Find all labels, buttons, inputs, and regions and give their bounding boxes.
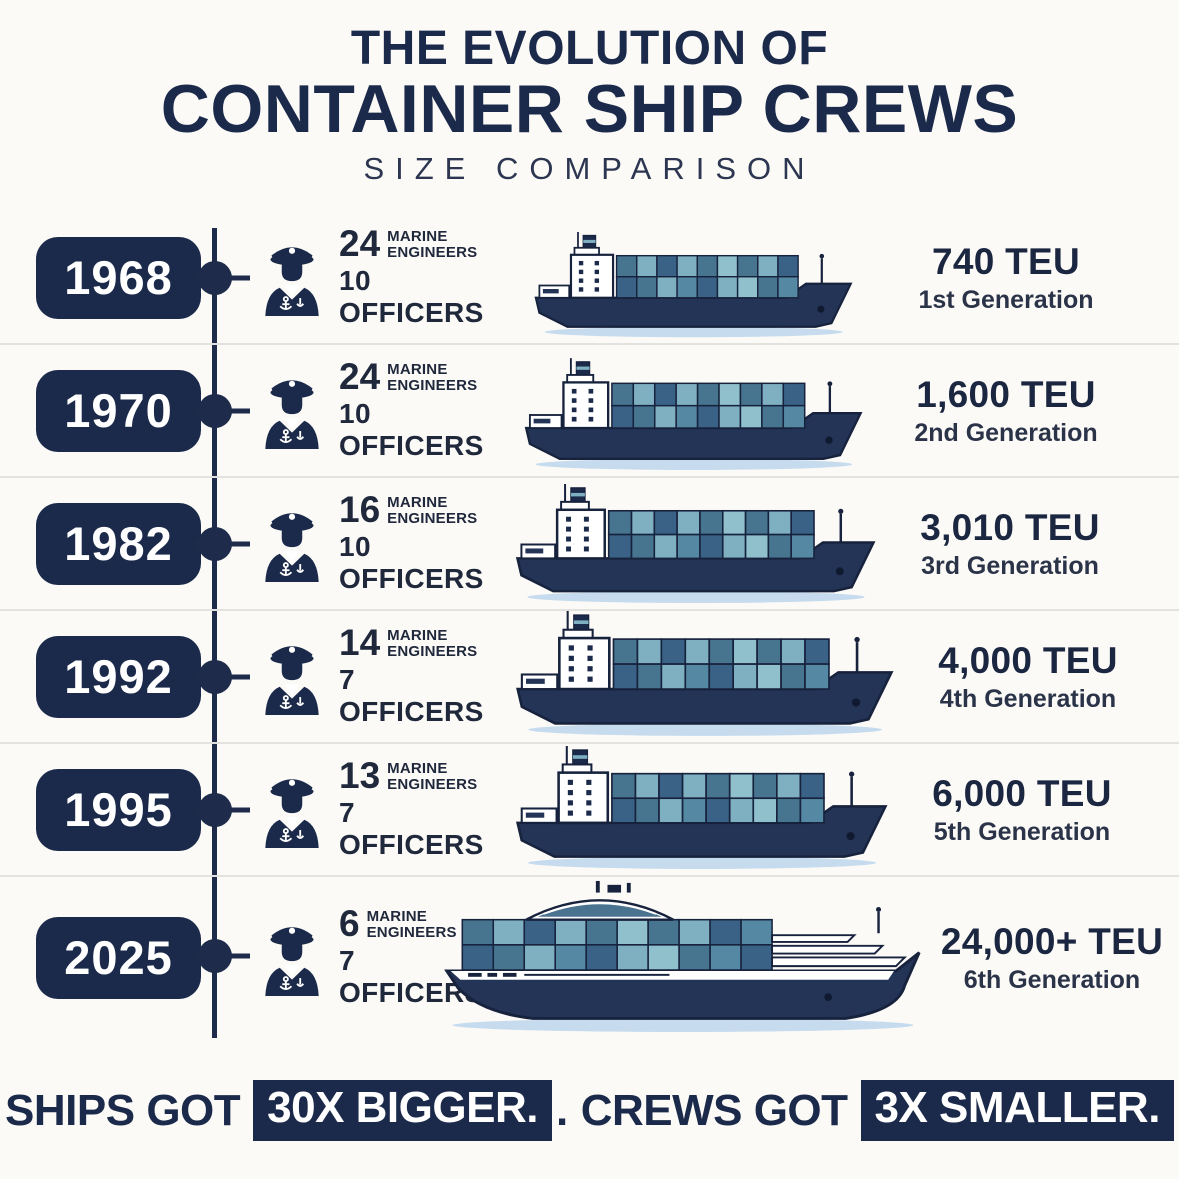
captain-icon [259,238,325,316]
timeline-axis [212,228,217,1038]
generation-label: 2nd Generation [914,418,1098,447]
container-ship-icon [505,746,895,871]
crew-info: 24 MARINE ENGINEERS 10 OFFICERS [255,356,505,461]
crew-info: 13 MARINE ENGINEERS 7 OFFICERS [255,755,505,860]
officers-count: 10 OFFICERS [339,397,484,461]
title-line-1: THE EVOLUTION OF [350,22,829,75]
capacity-info: 1,600 TEU 2nd Generation [879,374,1179,448]
footer-separator: . [555,1085,568,1135]
timeline-row-1982: 1982 16 MARINE ENGINEERS 10 OFFICERS [0,478,1179,611]
timeline-row-2025: 2025 6 MARINE ENGINEERS 7 OFFICERS [0,877,1179,1035]
teu-value: 1,600 TEU [916,373,1096,415]
engineers-label-line1: MARINE [387,627,448,645]
timeline-node [198,659,232,694]
timeline-rows: 1968 24 MARINE ENGINEERS 10 OFFICERS [0,212,1179,1035]
engineers-label-line2: ENGINEERS [387,643,478,661]
engineers-label-line2: ENGINEERS [387,377,478,395]
timeline-row-1992: 1992 14 MARINE ENGINEERS 7 OFFICERS [0,611,1179,744]
engineers-label-line2: ENGINEERS [387,510,478,528]
timeline-row-1970: 1970 24 MARINE ENGINEERS 10 OFFICERS [0,345,1179,478]
engineers-count: 16 [339,489,381,531]
year-badge: 1970 [36,369,201,452]
capacity-info: 24,000+ TEU 6th Generation [925,921,1179,995]
timeline-row-1968: 1968 24 MARINE ENGINEERS 10 OFFICERS [0,212,1179,345]
teu-value: 3,010 TEU [920,506,1100,548]
captain-icon [259,504,325,582]
teu-value: 4,000 TEU [938,639,1118,681]
capacity-info: 4,000 TEU 4th Generation [901,640,1179,714]
year-badge: 2025 [36,916,201,999]
ship-illustration-wrap [505,744,895,875]
engineers-count: 13 [339,755,381,797]
year-badge: 1992 [36,635,201,718]
engineers-count: 14 [339,622,381,664]
engineers-count: 6 [339,903,360,945]
generation-label: 4th Generation [939,684,1117,713]
engineers-label-line1: MARINE [387,228,448,246]
title-block: THE EVOLUTION OF CONTAINER SHIP CREWS SI… [0,0,1179,185]
ship-illustration-wrap [505,478,883,609]
captain-icon [259,770,325,848]
officers-count: 7 OFFICERS [339,663,484,727]
capacity-info: 3,010 TEU 3rd Generation [883,507,1179,581]
teu-value: 740 TEU [931,240,1081,282]
captain-icon [259,918,325,996]
teu-value: 6,000 TEU [932,772,1112,814]
timeline-node [198,939,232,973]
officers-count: 7 OFFICERS [339,796,484,860]
engineers-count: 24 [339,223,381,265]
timeline-node [198,260,232,295]
ship-illustration-wrap [441,877,925,1038]
timeline-row-1995: 1995 13 MARINE ENGINEERS 7 OFFICERS [0,744,1179,877]
container-ship-icon [505,484,883,605]
year-badge: 1995 [36,768,201,851]
engineers-label-line1: MARINE [387,760,448,778]
crew-info: 16 MARINE ENGINEERS 10 OFFICERS [255,489,505,594]
capacity-info: 740 TEU 1st Generation [879,241,1179,315]
ship-illustration-wrap [505,611,901,742]
mega-container-ship-icon [441,877,925,1034]
generation-label: 3rd Generation [921,551,1099,580]
engineers-label-line1: MARINE [387,494,448,512]
engineers-label-line2: ENGINEERS [366,924,457,942]
engineers-label-line2: ENGINEERS [387,776,478,794]
officers-count: 10 OFFICERS [339,530,484,594]
ship-illustration-wrap [505,345,879,476]
timeline-node [198,792,232,827]
engineers-label-line2: ENGINEERS [387,244,478,262]
footer-highlight-smaller: 3X SMALLER. [860,1080,1174,1141]
engineers-count: 24 [339,356,381,398]
container-ship-icon [505,611,901,738]
page-title: CONTAINER SHIP CREWS [160,70,1019,147]
timeline-node [198,526,232,561]
year-badge: 1968 [36,236,201,319]
footer-tagline: SHIPS GOT 30X BIGGER. . CREWS GOT 3X SMA… [0,1080,1179,1141]
engineers-label-line1: MARINE [387,361,448,379]
subtitle: SIZE COMPARISON [363,150,816,186]
generation-label: 5th Generation [933,817,1111,846]
footer-highlight-bigger: 30X BIGGER. [253,1080,552,1141]
crew-info: 14 MARINE ENGINEERS 7 OFFICERS [255,622,505,727]
captain-icon [259,371,325,449]
footer-middle: CREWS GOT [580,1085,848,1135]
officers-count: 10 OFFICERS [339,264,484,328]
footer-prefix: SHIPS GOT [5,1085,241,1135]
engineers-label-line1: MARINE [366,908,427,926]
container-ship-icon [515,358,869,472]
timeline-node [198,393,232,428]
teu-value: 24,000+ TEU [940,920,1164,962]
ship-illustration-wrap [505,212,879,343]
capacity-info: 6,000 TEU 5th Generation [895,773,1179,847]
year-badge: 1982 [36,502,201,585]
generation-label: 1st Generation [918,285,1094,314]
crew-info: 24 MARINE ENGINEERS 10 OFFICERS [255,223,505,328]
generation-label: 6th Generation [963,965,1141,994]
container-ship-icon [525,232,859,339]
captain-icon [259,637,325,715]
